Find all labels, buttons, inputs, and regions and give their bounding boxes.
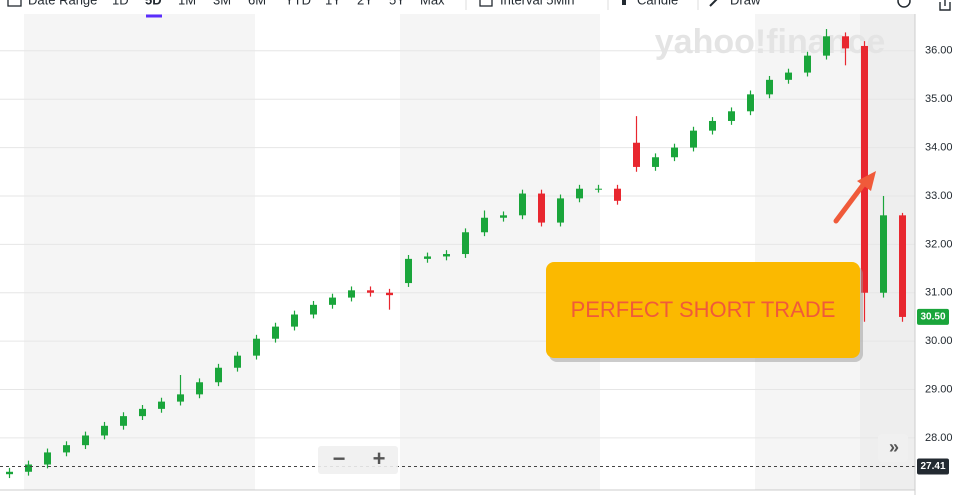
candle-body — [44, 452, 51, 465]
scroll-button[interactable] — [878, 434, 908, 462]
annotation-text: PERFECT SHORT TRADE — [571, 297, 836, 322]
candle-body — [405, 258, 412, 284]
last-price-label: 30.50 — [920, 312, 945, 323]
toolbar-item[interactable]: 6M — [248, 0, 266, 7]
candle-body — [785, 72, 792, 80]
annotation-box — [546, 262, 860, 358]
y-tick-label: 33.00 — [925, 190, 953, 202]
control-button[interactable]: − — [333, 446, 346, 471]
candle-body — [899, 215, 906, 317]
candle-icon — [622, 0, 626, 5]
candle-body — [291, 314, 298, 327]
candle-body — [576, 188, 583, 199]
control-button[interactable]: + — [373, 446, 386, 471]
interval-icon — [479, 0, 493, 7]
toolbar-item[interactable]: Date Range — [28, 0, 97, 7]
candle-body — [424, 256, 431, 259]
candle-body — [177, 394, 184, 402]
last-price-tag — [917, 308, 949, 325]
candle-body — [690, 130, 697, 148]
y-tick-label: 34.00 — [925, 141, 953, 153]
candle-body — [329, 297, 336, 305]
y-tick-label: 30.00 — [925, 335, 953, 347]
toolbar-item[interactable]: 1D — [112, 0, 129, 7]
candle-body — [595, 188, 602, 190]
candle-body — [766, 79, 773, 95]
candle-body — [82, 435, 89, 446]
toolbar-item[interactable]: 1Y — [325, 0, 341, 7]
y-tick-label: 32.00 — [925, 238, 953, 250]
candle-body — [367, 290, 374, 293]
candle-body — [310, 304, 317, 315]
candle-body — [823, 36, 830, 56]
toolbar-item[interactable]: Candle — [637, 0, 678, 7]
candle-body — [804, 55, 811, 73]
toolbar-item[interactable]: 3M — [213, 0, 231, 7]
candle-body — [747, 94, 754, 112]
settings-icon[interactable] — [897, 0, 911, 8]
candle-body — [842, 36, 849, 49]
candle-body — [709, 120, 716, 131]
previous-close-label: 27.41 — [920, 461, 945, 472]
toolbar — [7, 0, 951, 18]
session-band — [860, 14, 915, 490]
toolbar-item[interactable]: YTD — [285, 0, 311, 7]
control-button[interactable]: » — [889, 437, 899, 457]
candle-body — [215, 367, 222, 383]
toolbar-item[interactable]: 2Y — [357, 0, 373, 7]
candle-body — [101, 425, 108, 436]
candle-body — [443, 254, 450, 257]
candle-body — [63, 445, 70, 453]
draw-icon — [709, 0, 718, 7]
candle-body — [196, 382, 203, 395]
share-icon[interactable] — [939, 0, 951, 11]
session-band — [24, 14, 255, 490]
candle-body — [671, 147, 678, 158]
candle-body — [652, 157, 659, 167]
candle-body — [272, 326, 279, 339]
y-tick-label: 29.00 — [925, 383, 953, 395]
candle-body — [120, 416, 127, 426]
candle-body — [861, 45, 868, 293]
zoom-controls — [318, 446, 398, 474]
y-tick-label: 36.00 — [925, 45, 953, 57]
session-band — [400, 14, 600, 490]
candle-body — [481, 217, 488, 233]
candle-body — [386, 292, 393, 296]
candle-body — [633, 142, 640, 167]
arrow-shaft — [833, 178, 869, 224]
candle-body — [500, 215, 507, 218]
calendar-icon — [7, 0, 22, 7]
toolbar-item[interactable]: 1M — [178, 0, 196, 7]
toolbar-item[interactable]: Max — [420, 0, 445, 7]
arrow-head — [857, 171, 876, 191]
toolbar-item[interactable]: Draw — [730, 0, 761, 7]
candle-body — [880, 215, 887, 293]
candle-body — [348, 290, 355, 298]
candle-body — [462, 232, 469, 255]
toolbar-item[interactable]: Interval 5Min — [500, 0, 574, 7]
y-tick-label: 28.00 — [925, 432, 953, 444]
candle-body — [253, 338, 260, 356]
toolbar-item[interactable]: 5D — [145, 0, 162, 7]
y-tick-label: 31.00 — [925, 287, 953, 299]
candle-body — [139, 408, 146, 417]
candle-body — [519, 193, 526, 216]
toolbar-item[interactable]: 5Y — [389, 0, 405, 7]
candle-body — [614, 188, 621, 201]
candle-body — [557, 198, 564, 223]
y-tick-label: 35.00 — [925, 93, 953, 105]
previous-close-tag — [917, 458, 949, 475]
candle-body — [538, 193, 545, 223]
watermark: yahoo!finance — [655, 23, 885, 61]
candle-body — [158, 401, 165, 409]
candle-body — [6, 471, 13, 475]
candle-body — [728, 111, 735, 121]
candle-body — [25, 464, 32, 472]
candle-body — [234, 355, 241, 368]
